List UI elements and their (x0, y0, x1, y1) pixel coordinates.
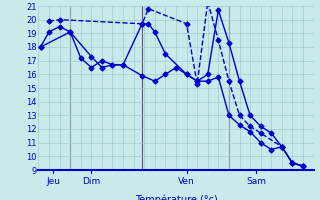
Text: Sam: Sam (246, 177, 267, 186)
Text: Ven: Ven (178, 177, 195, 186)
Text: Dim: Dim (82, 177, 100, 186)
Text: Température (°c): Température (°c) (135, 195, 217, 200)
Text: Jeu: Jeu (46, 177, 60, 186)
